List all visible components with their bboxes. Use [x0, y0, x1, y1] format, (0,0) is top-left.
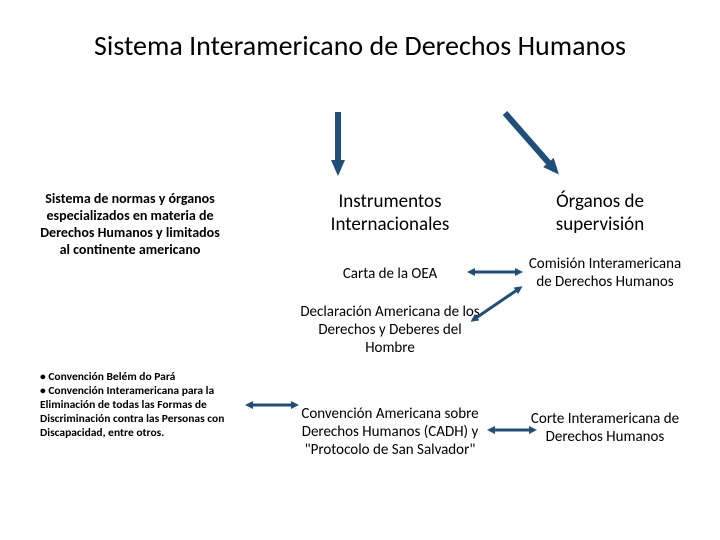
- diagram-title: Sistema Interamericano de Derechos Human…: [0, 28, 720, 63]
- left-definition-text: Sistema de normas y órganos especializad…: [40, 190, 220, 258]
- convencion-text: Convención Americana sobre Derechos Huma…: [280, 405, 500, 459]
- declaracion-text: Declaración Americana de los Derechos y …: [300, 303, 480, 357]
- bullets-list: • Convención Belém do Pará • Convención …: [40, 370, 250, 440]
- comision-text: Comisión Interamericana de Derechos Huma…: [520, 255, 690, 291]
- organs-heading: Órganos de supervisión: [520, 190, 680, 236]
- corte-text: Corte Interamericana de Derechos Humanos: [520, 410, 690, 446]
- carta-oea-text: Carta de la OEA: [310, 265, 470, 283]
- instruments-heading: Instrumentos Internacionales: [300, 190, 480, 236]
